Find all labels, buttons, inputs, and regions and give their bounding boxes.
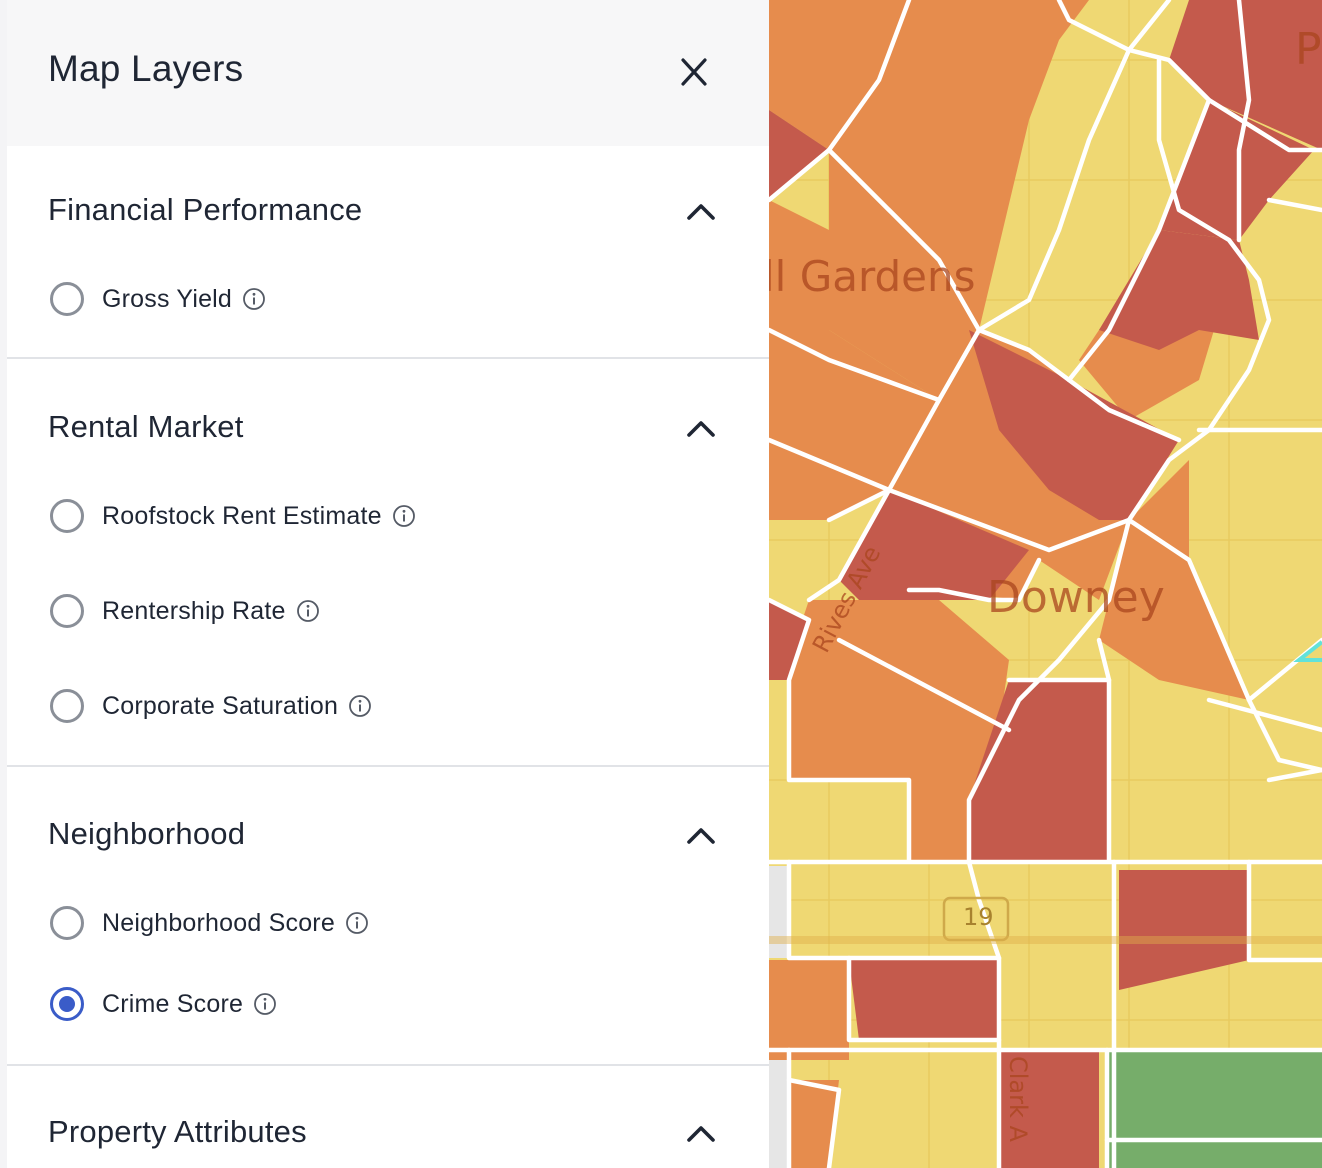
section-title: Neighborhood [48, 816, 246, 851]
panel-edge [0, 0, 7, 1168]
radio-button[interactable] [50, 906, 84, 940]
option-label: Roofstock Rent Estimate [102, 501, 382, 530]
option-neighborhood-score[interactable]: Neighborhood Score [50, 903, 369, 943]
chevron-up-icon [687, 204, 715, 220]
radio-button[interactable] [50, 689, 84, 723]
low-crime-regions [1107, 1052, 1322, 1168]
map-gray-strip [769, 866, 787, 1168]
section-header-neighborhood[interactable]: Neighborhood [7, 800, 769, 870]
map-label-clark-ave: Clark A [1004, 1056, 1032, 1142]
panel-header: Map Layers [7, 0, 769, 146]
section-header-property-attributes[interactable]: Property Attributes [7, 1098, 769, 1168]
option-rentership-rate[interactable]: Rentership Rate [50, 591, 320, 631]
section-rental-market: Rental Market Roofstock Rent Estimate Re… [7, 360, 769, 767]
map-layers-panel: Map Layers Financial Performance Gross Y… [0, 0, 769, 1168]
section-header-financial-performance[interactable]: Financial Performance [7, 176, 769, 246]
close-icon [681, 58, 707, 86]
option-roofstock-rent-estimate[interactable]: Roofstock Rent Estimate [50, 496, 416, 536]
section-title: Financial Performance [48, 192, 363, 227]
option-label: Corporate Saturation [102, 691, 339, 720]
chevron-up-icon [687, 828, 715, 844]
info-icon[interactable] [345, 911, 369, 935]
section-property-attributes: Property Attributes [7, 1066, 769, 1168]
map-canvas[interactable] [769, 0, 1322, 1168]
section-financial-performance: Financial Performance Gross Yield [7, 146, 769, 359]
option-label: Crime Score [102, 989, 244, 1018]
close-button[interactable] [672, 50, 716, 94]
option-corporate-saturation[interactable]: Corporate Saturation [50, 686, 372, 726]
radio-button[interactable] [50, 282, 84, 316]
section-neighborhood: Neighborhood Neighborhood Score Crime Sc… [7, 767, 769, 1066]
chevron-up-icon [687, 1126, 715, 1142]
option-label: Gross Yield [102, 284, 233, 313]
section-title: Rental Market [48, 409, 244, 444]
choropleth-map[interactable]: ll Gardens Downey Rives Ave Clark A 19 P [769, 0, 1322, 1168]
option-crime-score[interactable]: Crime Score [50, 984, 277, 1024]
map-label-downey: Downey [987, 572, 1165, 623]
map-label-route: 19 [963, 903, 994, 931]
map-label-gardens: ll Gardens [769, 252, 976, 301]
section-divider [7, 357, 769, 359]
chevron-up-icon [687, 421, 715, 437]
info-icon[interactable] [242, 287, 266, 311]
info-icon[interactable] [392, 504, 416, 528]
radio-button[interactable] [50, 594, 84, 628]
radio-button[interactable] [50, 499, 84, 533]
map-label-corner: P [1295, 24, 1322, 75]
section-header-rental-market[interactable]: Rental Market [7, 393, 769, 463]
option-label: Rentership Rate [102, 596, 286, 625]
high-crime-regions [769, 0, 1322, 1168]
radio-button-selected[interactable] [50, 987, 84, 1021]
info-icon[interactable] [348, 694, 372, 718]
section-divider [7, 765, 769, 767]
info-icon[interactable] [296, 599, 320, 623]
panel-title: Map Layers [48, 48, 244, 89]
route-shield-icon [942, 896, 1010, 942]
info-icon[interactable] [253, 992, 277, 1016]
tract-boundaries [769, 0, 1322, 1168]
section-title: Property Attributes [48, 1114, 307, 1149]
map-marker-fragment [1293, 640, 1322, 662]
option-gross-yield[interactable]: Gross Yield [50, 279, 266, 319]
option-label: Neighborhood Score [102, 908, 335, 937]
section-divider [7, 1064, 769, 1066]
